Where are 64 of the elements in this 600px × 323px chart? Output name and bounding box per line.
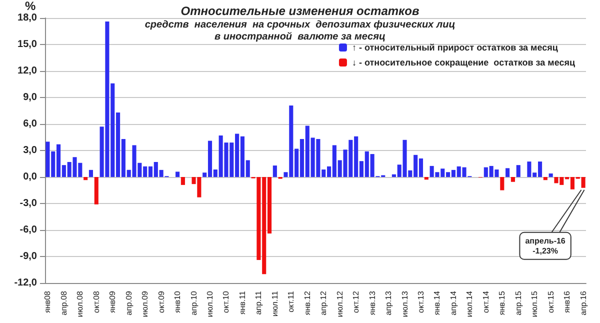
x-tick-label: янв.12: [302, 290, 312, 316]
x-tick-label: окт.08: [92, 290, 101, 313]
bar: [272, 166, 277, 177]
bar: [88, 170, 94, 177]
bar: [510, 177, 515, 182]
legend-label: ↑ - относительный прирост остатков за месяц: [352, 42, 558, 52]
x-tick-label: апр.12: [319, 290, 328, 316]
x-tick-label: июл.15: [530, 290, 540, 318]
x-tick-label: апр.11: [254, 290, 264, 315]
legend-label: ↓ - относительное сокращение остатков за месяц: [352, 58, 576, 68]
y-tick-label: 3,0: [23, 145, 38, 156]
x-tick-label: янв.11: [238, 290, 247, 315]
y-axis-title: %: [25, 0, 36, 13]
x-tick-label: окт.12: [352, 290, 361, 313]
y-tick-label: -9,0: [20, 251, 38, 262]
x-tick-label: июл.11: [270, 290, 280, 316]
x-tick-label: окт.13: [416, 290, 426, 313]
x-tick-label: апр.16: [578, 290, 588, 316]
text: средств населения на срочных депозитах физических лиц в иностранной валюте за месяц: [144, 20, 456, 42]
x-tick-label: июл.13: [400, 290, 410, 318]
bar: [543, 177, 548, 180]
x-tick-label: янв.13: [368, 290, 377, 316]
x-tick-label: янв.14: [432, 290, 442, 316]
bar: [548, 173, 553, 177]
x-tick-label: янв10: [173, 290, 182, 313]
bar: [176, 172, 180, 177]
bar: [424, 177, 428, 180]
y-tick-label: 12,0: [18, 66, 38, 76]
y-tick-label: 0,0: [23, 172, 38, 182]
bar: [94, 177, 98, 204]
bar: [516, 165, 520, 177]
y-tick-label: 6,0: [23, 118, 38, 130]
x-tick-label: янв09: [108, 290, 118, 313]
bar: [500, 177, 504, 190]
x-tick-label: июл.12: [335, 290, 344, 318]
annotation: апрель-16 -1,23%: [525, 236, 566, 256]
x-tick-label: апр.14: [448, 290, 458, 316]
y-tick-label: -6,0: [20, 224, 38, 236]
x-tick-label: янв16: [562, 290, 572, 313]
x-tick-label: июл.08: [76, 290, 85, 318]
bar: [84, 177, 88, 180]
x-tick-label: апр.13: [384, 290, 394, 316]
y-tick-label: -12,0: [14, 278, 38, 288]
x-tick-label: янв08: [43, 290, 52, 313]
x-tick-label: апр.09: [124, 290, 134, 316]
x-tick-label: янв.15: [498, 290, 507, 316]
y-tick-label: -3,0: [20, 198, 38, 209]
x-tick-label: окт.11: [286, 290, 296, 312]
x-tick-label: июл.14: [465, 290, 474, 318]
chart-title: Относительные изменения остатков: [180, 4, 420, 18]
x-tick-label: окт.10: [222, 290, 231, 313]
bar: [506, 168, 510, 177]
x-tick-label: окт.09: [156, 290, 166, 313]
y-tick-label: 15,0: [18, 39, 38, 50]
x-tick-label: июл.09: [140, 290, 150, 318]
y-tick-label: 18,0: [18, 12, 38, 24]
y-tick-label: 9,0: [23, 92, 38, 103]
x-tick-label: окт.14: [481, 290, 490, 313]
x-tick-label: апр.15: [514, 290, 523, 316]
bar: [180, 177, 185, 185]
x-tick-label: окт.15: [546, 290, 556, 313]
x-tick-label: апр.10: [189, 290, 198, 316]
x-tick-label: апр.08: [59, 290, 68, 316]
x-tick-label: июл.10: [206, 290, 215, 318]
